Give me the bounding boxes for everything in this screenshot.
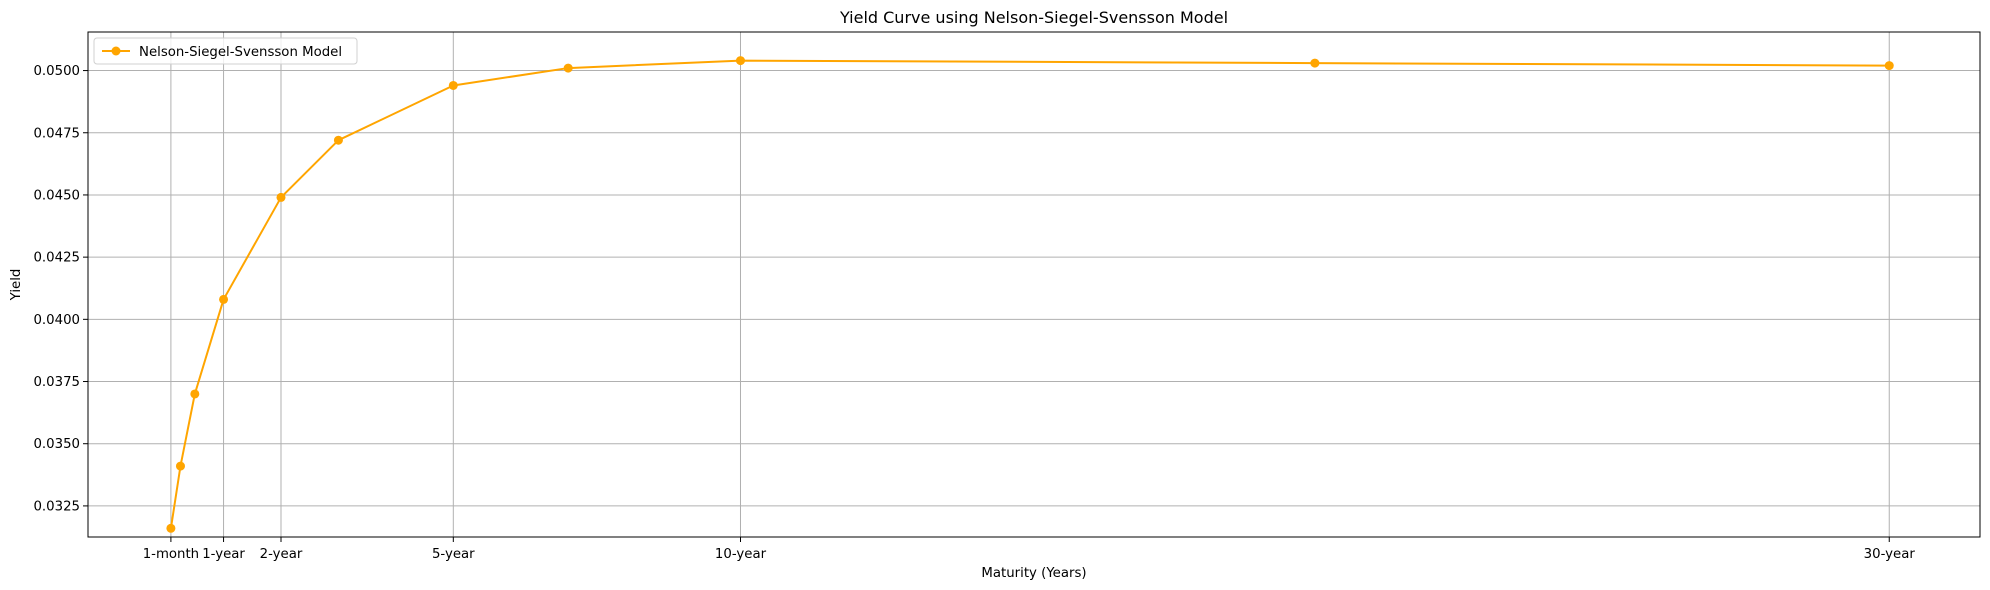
legend-box [93, 37, 358, 65]
x-tick-label: 2-year [260, 547, 303, 562]
data-point [190, 389, 200, 399]
chart-title: Yield Curve using Nelson-Siegel-Svensson… [839, 8, 1228, 27]
data-point [1884, 61, 1894, 71]
x-tick-label: 10-year [715, 547, 767, 562]
y-tick-label: 0.0425 [33, 251, 80, 266]
data-point [735, 56, 745, 66]
y-tick-label: 0.0350 [33, 437, 80, 452]
y-tick-label: 0.0475 [33, 126, 80, 141]
x-tick-label: 1-year [202, 547, 245, 562]
y-tick-label: 0.0500 [33, 64, 80, 79]
x-tick-label: 5-year [432, 547, 475, 562]
legend-label: Nelson-Siegel-Svensson Model [139, 45, 342, 60]
y-tick-label: 0.0375 [33, 375, 80, 390]
legend-marker [111, 46, 121, 56]
axis-ticks: 0.0325 0.0350 0.0375 0.0400 0.0425 0.0450 0.04… [33, 64, 1915, 562]
data-point [219, 294, 229, 304]
data-point [1310, 58, 1320, 68]
data-point [563, 63, 573, 73]
x-tick-label: 30-year [1864, 547, 1916, 562]
data-point [276, 192, 286, 202]
data-point [333, 135, 343, 145]
data-point [175, 461, 185, 471]
y-axis-label: Yield [9, 269, 24, 302]
y-tick-label: 0.0400 [33, 313, 80, 328]
legend: Nelson-Siegel-Svensson Model [93, 37, 358, 65]
y-tick-label: 0.0325 [33, 499, 80, 514]
plot-area-frame [87, 31, 1981, 538]
x-tick-label: 1-month [143, 547, 199, 562]
data-point [448, 80, 458, 90]
data-point [166, 523, 176, 533]
series-line [169, 59, 1890, 529]
x-axis-label: Maturity (Years) [981, 566, 1086, 581]
y-tick-label: 0.0450 [33, 188, 80, 203]
series-layer [166, 56, 1894, 533]
grid-lines [88, 32, 1980, 537]
